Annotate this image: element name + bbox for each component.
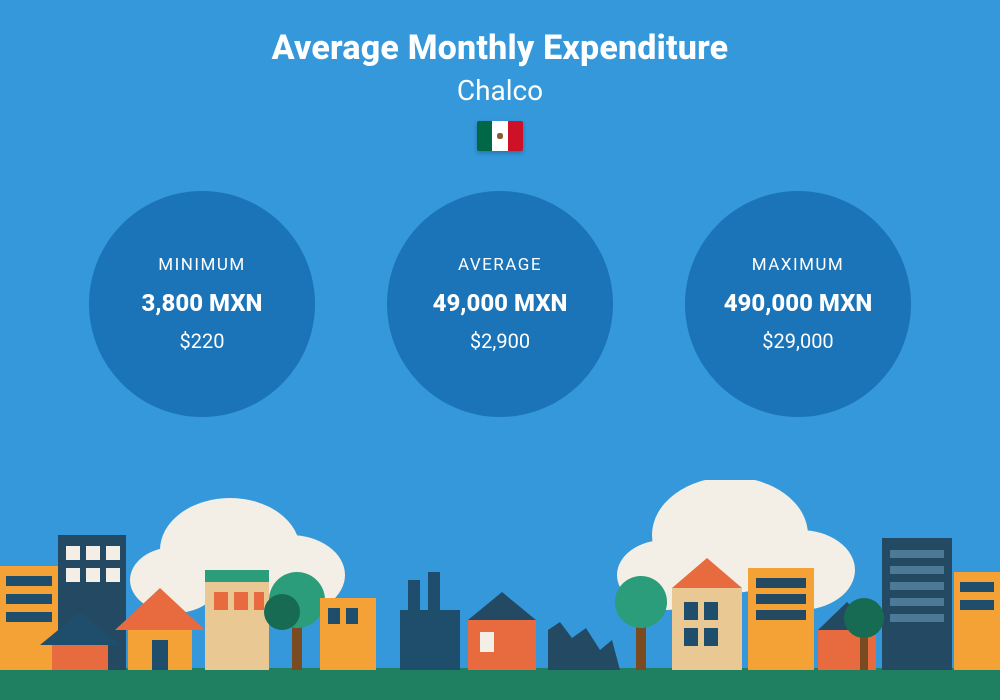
- mexico-flag-icon: [477, 121, 523, 151]
- stat-label: AVERAGE: [458, 255, 542, 275]
- stat-primary-value: 49,000 MXN: [433, 289, 568, 317]
- building-icon: [205, 570, 269, 670]
- flag-stripe-red: [508, 121, 523, 151]
- building-icon: [954, 572, 1000, 670]
- factory-icon: [400, 572, 460, 670]
- page-title: Average Monthly Expenditure: [0, 28, 1000, 68]
- tree-icon: [264, 572, 325, 670]
- stat-circles: MINIMUM 3,800 MXN $220 AVERAGE 49,000 MX…: [0, 191, 1000, 417]
- stat-circle-minimum: MINIMUM 3,800 MXN $220: [89, 191, 315, 417]
- stat-secondary-value: $2,900: [470, 329, 530, 353]
- stat-secondary-value: $220: [180, 329, 225, 353]
- building-icon: [748, 568, 814, 670]
- tree-icon: [615, 576, 667, 670]
- stat-circle-average: AVERAGE 49,000 MXN $2,900: [387, 191, 613, 417]
- ground: [0, 668, 1000, 700]
- flag-stripe-green: [477, 121, 492, 151]
- building-icon: [320, 598, 376, 670]
- building-icon: [0, 566, 58, 670]
- city-illustration: [0, 480, 1000, 700]
- building-icon: [882, 538, 952, 670]
- stat-primary-value: 490,000 MXN: [724, 289, 873, 317]
- building-icon: [468, 592, 536, 670]
- stat-circle-maximum: MAXIMUM 490,000 MXN $29,000: [685, 191, 911, 417]
- ruin-icon: [548, 622, 620, 670]
- stat-primary-value: 3,800 MXN: [142, 289, 263, 317]
- infographic-page: Average Monthly Expenditure Chalco MINIM…: [0, 0, 1000, 700]
- flag-emblem-icon: [495, 131, 505, 141]
- stat-label: MINIMUM: [158, 255, 245, 275]
- stat-label: MAXIMUM: [752, 255, 845, 275]
- stat-secondary-value: $29,000: [762, 329, 833, 353]
- header: Average Monthly Expenditure Chalco: [0, 0, 1000, 151]
- page-subtitle: Chalco: [0, 74, 1000, 107]
